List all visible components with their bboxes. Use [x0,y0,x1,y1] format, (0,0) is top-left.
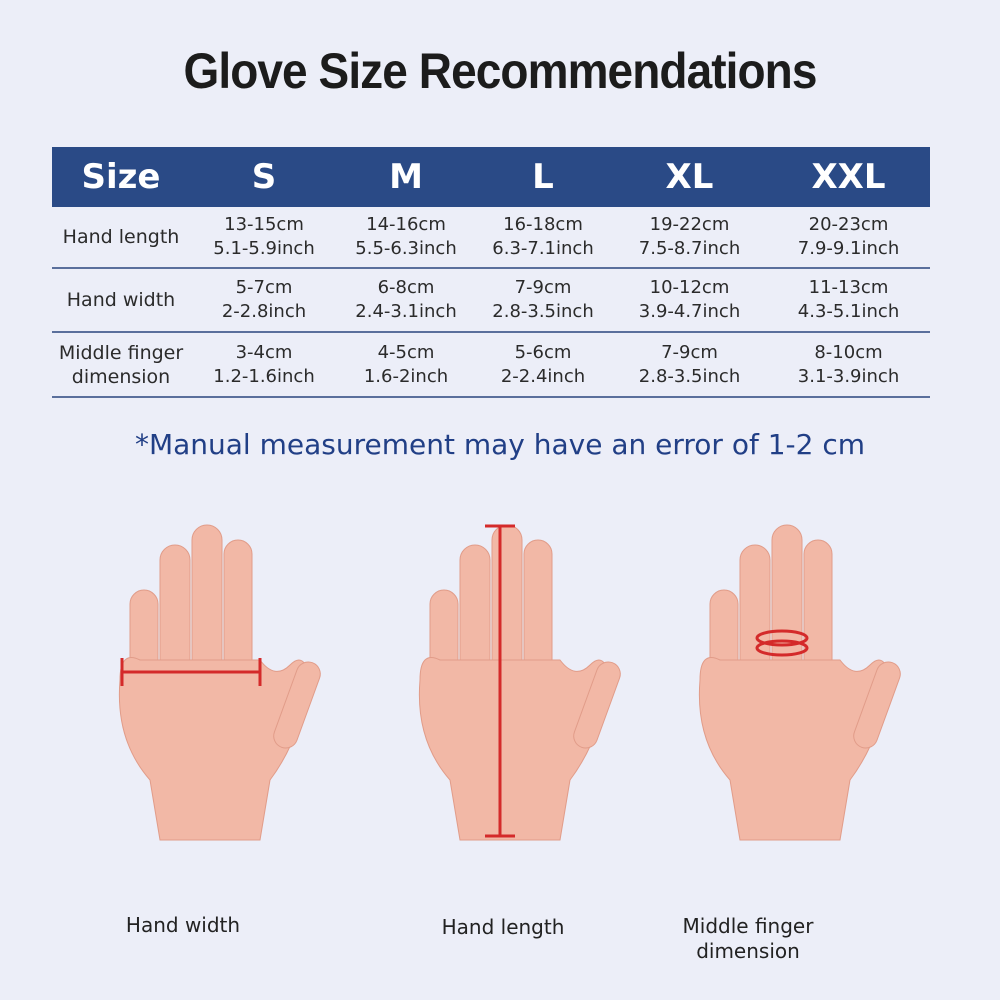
cell-inch: 6.3-7.1inch [492,238,594,259]
table-cell: 3-4cm 1.2-1.6inch [190,332,338,398]
cell-inch: 1.6-2inch [363,365,449,387]
cell-inch: 4.3-5.1inch [797,301,900,322]
cell-inch: 7.9-9.1inch [797,238,900,259]
length-marker [485,524,515,838]
cell-inch: 2.4-3.1inch [355,301,457,322]
size-table: Size S M L XL XXL Hand length 13-15cm 5.1-… [52,147,930,398]
cell-cm: 5-6cm [514,341,572,363]
header-m: M [338,147,474,207]
table-cell: 6-8cm 2.4-3.1inch [338,268,474,333]
cell-cm: 16-18cm [503,214,583,235]
cell-inch: 2-2.8inch [221,301,307,322]
cell-cm: 10-12cm [649,277,730,298]
cell-cm: 5-7cm [235,277,293,298]
header-xl: XL [612,147,767,207]
header-xxl: XXL [767,147,930,207]
row-label: Middle finger dimension [52,332,190,398]
cell-cm: 4-5cm [377,341,435,363]
table-cell: 13-15cm 5.1-5.9inch [190,207,338,269]
header-s: S [190,147,338,207]
cell-cm: 20-23cm [808,214,889,235]
cell-cm: 14-16cm [366,214,446,235]
cell-cm: 11-13cm [808,277,889,298]
cell-cm: 6-8cm [377,277,435,298]
table-cell: 7-9cm 2.8-3.5inch [474,268,612,333]
table-header-row: Size S M L XL XXL [52,147,930,207]
table-cell: 8-10cm 3.1-3.9inch [767,332,930,398]
cell-inch: 7.5-8.7inch [638,238,741,259]
hand-width-illustration [118,524,321,841]
table-cell: 14-16cm 5.5-6.3inch [338,207,474,269]
ring-marker [755,629,809,657]
middle-finger-illustration [698,524,901,841]
hand-length-illustration [418,524,621,841]
cell-cm: 3-4cm [235,341,293,363]
header-size: Size [52,147,190,207]
table-cell: 19-22cm 7.5-8.7inch [612,207,767,269]
header-l: L [474,147,612,207]
cell-inch: 5.1-5.9inch [213,238,315,259]
cell-inch: 5.5-6.3inch [355,238,457,259]
cell-cm: 7-9cm [661,341,718,363]
table-cell: 10-12cm 3.9-4.7inch [612,268,767,333]
cell-inch: 3.9-4.7inch [638,301,741,322]
measurement-note: *Manual measurement may have an error of… [134,428,866,461]
cell-cm: 19-22cm [649,214,730,235]
table-cell: 11-13cm 4.3-5.1inch [767,268,930,333]
cell-inch: 2.8-3.5inch [638,365,741,387]
cell-inch: 3.1-3.9inch [797,365,900,387]
cell-cm: 8-10cm [814,341,883,363]
table-cell: 5-7cm 2-2.8inch [190,268,338,333]
width-marker [120,658,262,686]
cell-inch: 1.2-1.6inch [213,365,315,387]
table-cell: 16-18cm 6.3-7.1inch [474,207,612,269]
table-row: Hand length 13-15cm 5.1-5.9inch 14-16cm 5.5-… [52,207,930,269]
row-label: Hand width [52,268,190,333]
row-label: Hand length [52,207,190,269]
caption-hand-width: Hand width [125,913,241,937]
caption-hand-length: Hand length [441,915,565,939]
table-cell: 20-23cm 7.9-9.1inch [767,207,930,269]
table-cell: 5-6cm 2-2.4inch [474,332,612,398]
page-title: Glove Size Recommendations [183,43,817,99]
cell-inch: 2-2.4inch [500,365,586,387]
cell-cm: 7-9cm [514,277,572,298]
table-row: Hand width 5-7cm 2-2.8inch 6-8cm 2.4-3.1inch… [52,268,930,333]
cell-inch: 2.8-3.5inch [492,301,594,322]
cell-cm: 13-15cm [224,214,304,235]
table-cell: 4-5cm 1.6-2inch [338,332,474,398]
table-cell: 7-9cm 2.8-3.5inch [612,332,767,398]
caption-middle-finger: Middle finger dimension [682,914,814,963]
table-row: Middle finger dimension 3-4cm 1.2-1.6inch 4… [52,332,930,398]
